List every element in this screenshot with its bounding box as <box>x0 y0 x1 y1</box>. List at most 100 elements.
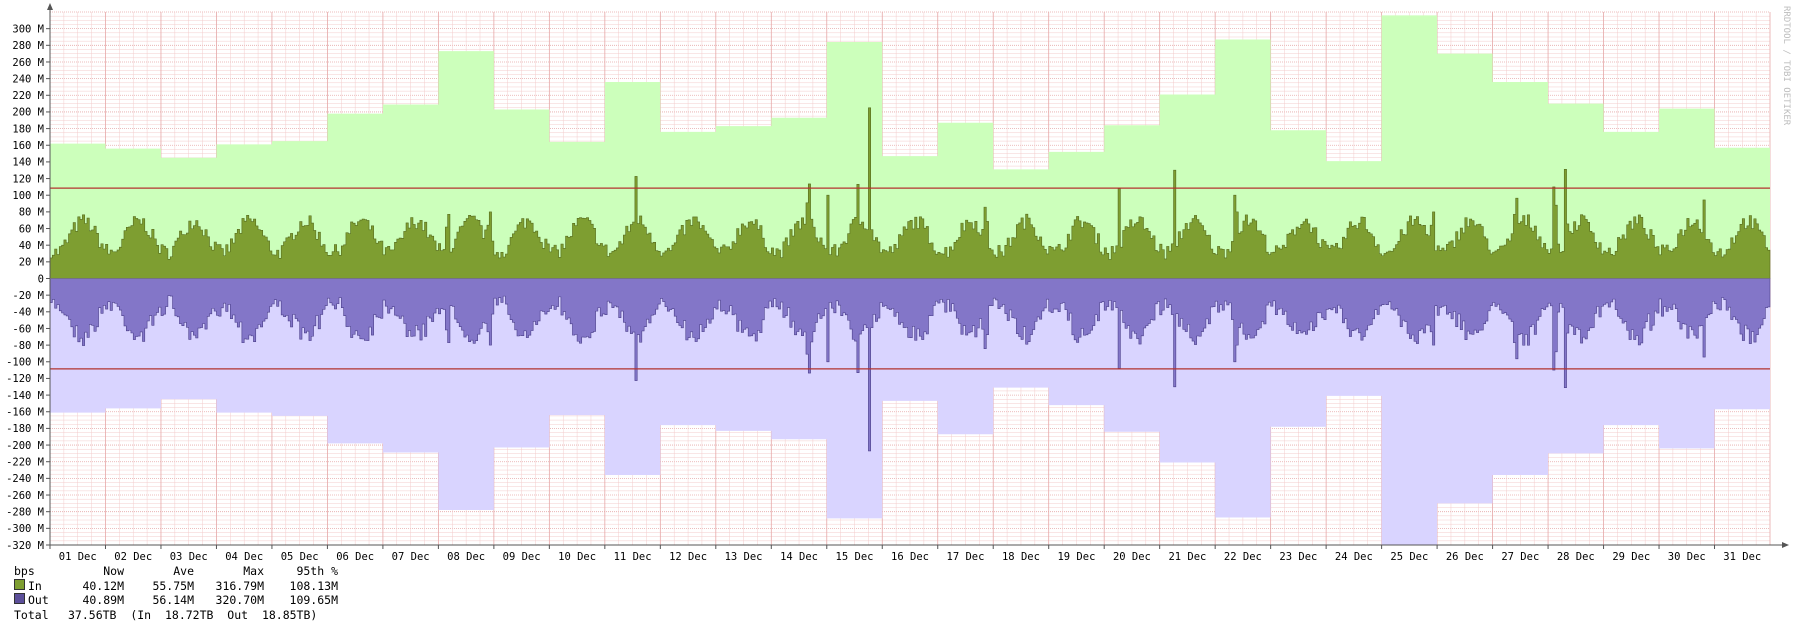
y-tick-label: 60 M <box>19 223 44 235</box>
legend: bps Now Ave Max 95th % In 40.12M 55.75M … <box>14 564 338 622</box>
x-tick-label: 28 Dec <box>1557 551 1595 563</box>
x-tick-label: 20 Dec <box>1113 551 1151 563</box>
y-tick-label: -220 M <box>6 457 44 469</box>
x-tick-label: 23 Dec <box>1279 551 1317 563</box>
y-tick-label: -180 M <box>6 423 44 435</box>
legend-name-out: Out <box>28 593 49 607</box>
legend-row-in: In 40.12M 55.75M 316.79M 108.13M <box>14 578 338 594</box>
legend-header-p95: 95th % <box>296 564 338 578</box>
x-tick-label: 15 Dec <box>836 551 874 563</box>
legend-in-now: 40.12M <box>82 578 124 593</box>
legend-total-label: Total <box>14 607 49 622</box>
x-tick-label: 29 Dec <box>1612 551 1650 563</box>
y-tick-label: -80 M <box>12 340 44 352</box>
x-tick-label: 12 Dec <box>669 551 707 563</box>
x-tick-labels: 01 Dec 02 Dec 03 Dec 04 Dec 05 Dec 06 Dec 07 D… <box>49 545 1761 563</box>
x-tick-label: 13 Dec <box>725 551 763 563</box>
y-tick-labels: 300 M 280 M 260 M 240 M 220 M 200 M 180 M 160 M… <box>6 23 50 552</box>
y-tick-label: -240 M <box>6 473 44 485</box>
y-tick-label: 20 M <box>19 257 44 269</box>
y-tick-label: 0 <box>38 273 44 285</box>
legend-out-ave: 56.14M <box>152 593 194 607</box>
out-daily-max-area <box>50 278 1770 545</box>
legend-in-ave: 55.75M <box>152 578 194 593</box>
legend-total-in: 18.72TB <box>164 607 214 622</box>
in-traffic-area <box>49 107 1771 279</box>
chart-axes <box>46 3 1789 548</box>
x-tick-label: 04 Dec <box>225 551 263 563</box>
rrdtool-watermark: RRDTOOL / TOBI OETIKER <box>1781 6 1791 126</box>
x-tick-label: 07 Dec <box>392 551 430 563</box>
x-tick-label: 14 Dec <box>780 551 818 563</box>
y-axis-arrow <box>47 3 53 10</box>
x-tick-label: 17 Dec <box>947 551 985 563</box>
y-tick-label: 280 M <box>12 40 44 52</box>
y-tick-label: -280 M <box>6 506 44 518</box>
chart-areas <box>49 15 1771 545</box>
y-tick-label: 200 M <box>12 107 44 119</box>
legend-total-in-label: (In <box>130 607 152 622</box>
y-tick-label: -40 M <box>12 307 44 319</box>
legend-header-ave: Ave <box>173 564 194 578</box>
legend-in-p95: 108.13M <box>289 578 338 593</box>
x-tick-label: 21 Dec <box>1168 551 1206 563</box>
x-tick-label: 05 Dec <box>281 551 319 563</box>
y-tick-label: 40 M <box>19 240 44 252</box>
y-tick-label: -160 M <box>6 407 44 419</box>
out-traffic-area <box>49 278 1771 452</box>
y-tick-label: 140 M <box>12 157 44 169</box>
y-tick-label: 260 M <box>12 57 44 69</box>
legend-total-value: 37.56TB <box>68 607 117 622</box>
y-tick-label: -260 M <box>6 490 44 502</box>
x-tick-label: 19 Dec <box>1057 551 1095 563</box>
legend-out-p95: 109.65M <box>289 593 338 607</box>
y-tick-label: -300 M <box>6 523 44 535</box>
y-tick-label: 180 M <box>12 123 44 135</box>
x-tick-label: 11 Dec <box>614 551 652 563</box>
x-tick-label: 01 Dec <box>59 551 97 563</box>
y-tick-label: 220 M <box>12 90 44 102</box>
y-tick-label: 160 M <box>12 140 44 152</box>
legend-total-row: Total 37.56TB (In 18.72TB Out 18.85TB) <box>14 608 338 623</box>
legend-row-out: Out 40.89M 56.14M 320.70M 109.65M <box>14 593 338 608</box>
y-tick-label: -200 M <box>6 440 44 452</box>
y-tick-label: -100 M <box>6 357 44 369</box>
legend-swatch-out <box>14 593 25 604</box>
x-tick-label: 02 Dec <box>114 551 152 563</box>
legend-swatch-in <box>14 578 25 590</box>
x-tick-label: 08 Dec <box>447 551 485 563</box>
legend-total-out-label: Out <box>227 607 249 622</box>
x-tick-label: 09 Dec <box>503 551 541 563</box>
x-tick-label: 06 Dec <box>336 551 374 563</box>
y-tick-label: 120 M <box>12 173 44 185</box>
percentile-lines <box>50 187 1770 370</box>
y-tick-label: 100 M <box>12 190 44 202</box>
legend-out-now: 40.89M <box>82 593 124 607</box>
x-tick-label: 18 Dec <box>1002 551 1040 563</box>
x-tick-label: 03 Dec <box>170 551 208 563</box>
legend-header-max: Max <box>243 564 264 578</box>
y-tick-label: -20 M <box>12 290 44 302</box>
legend-name-in: In <box>28 578 42 593</box>
y-tick-label: 240 M <box>12 73 44 85</box>
y-tick-label: -120 M <box>6 373 44 385</box>
x-tick-label: 27 Dec <box>1501 551 1539 563</box>
y-tick-label: 80 M <box>19 207 44 219</box>
legend-header-now: Now <box>103 564 124 578</box>
x-tick-label: 24 Dec <box>1335 551 1373 563</box>
legend-out-max: 320.70M <box>215 593 264 607</box>
legend-in-max: 316.79M <box>215 578 264 593</box>
x-tick-label: 25 Dec <box>1390 551 1428 563</box>
y-tick-label: -140 M <box>6 390 44 402</box>
x-axis-arrow <box>1782 542 1789 548</box>
y-tick-label: -60 M <box>12 323 44 335</box>
x-tick-label: 16 Dec <box>891 551 929 563</box>
y-tick-label: 300 M <box>12 23 44 35</box>
legend-total-out: 18.85TB) <box>261 607 318 622</box>
x-tick-label: 10 Dec <box>558 551 596 563</box>
x-tick-label: 30 Dec <box>1668 551 1706 563</box>
x-tick-label: 22 Dec <box>1224 551 1262 563</box>
legend-header: bps Now Ave Max 95th % <box>14 564 338 579</box>
y-tick-label: -320 M <box>6 540 44 552</box>
